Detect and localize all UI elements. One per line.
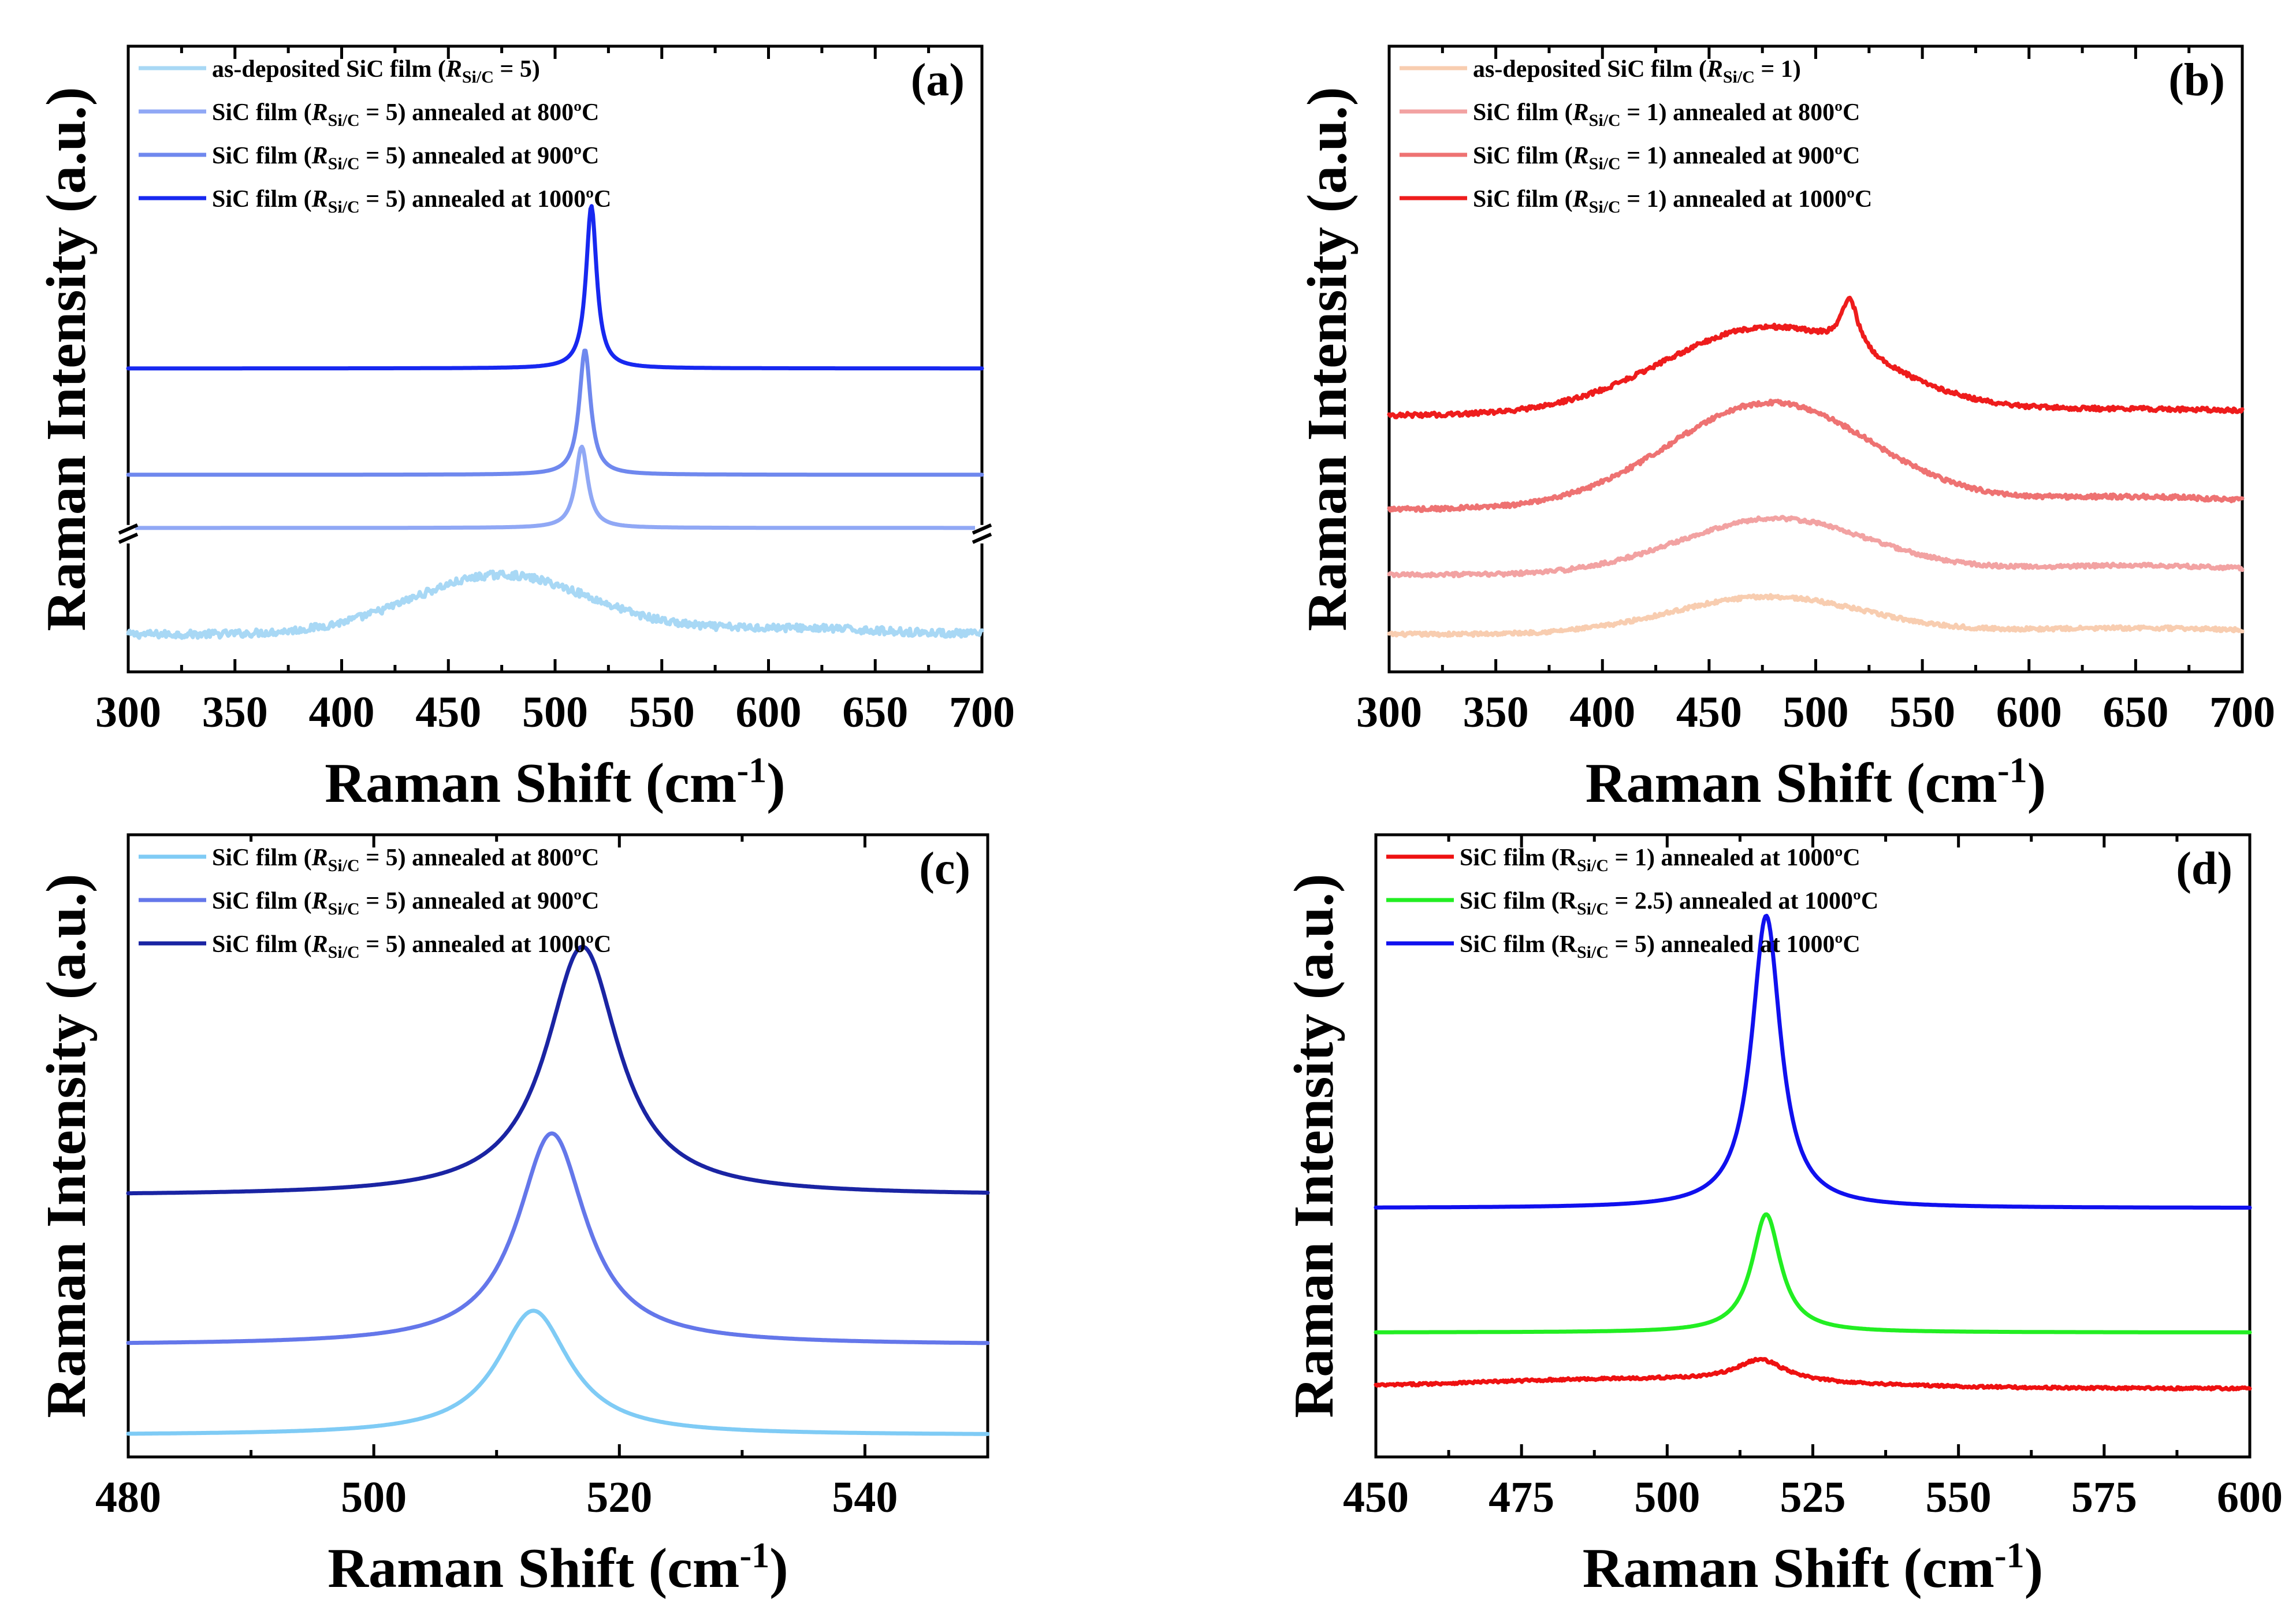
series-line-1	[126, 569, 984, 640]
x-tick-label: 480	[95, 1473, 161, 1522]
panel-c: 480 500 520 540 Raman Shift (cm-1) Raman Inte…	[35, 833, 990, 1600]
x-tick-label: 600	[736, 688, 802, 737]
x-tick-label: 600	[2217, 1473, 2283, 1522]
x-tick-label: 350	[202, 688, 268, 737]
legend-entry: as-deposited SiC film (RSi/C = 1)	[1473, 56, 1801, 87]
panel-label: (b)	[2168, 55, 2225, 106]
x-tick-label: 350	[1463, 688, 1529, 737]
legend-entry: SiC film (RSi/C = 5) annealed at 1000ºC	[212, 931, 611, 962]
legend-entry: SiC film (RSi/C = 1) annealed at 1000ºC	[1460, 845, 1860, 875]
series-line-1	[126, 1308, 990, 1436]
plot-frame	[1374, 833, 2252, 1459]
series-line-2	[1374, 1212, 2252, 1334]
x-tick-label: 500	[341, 1473, 407, 1522]
plot-frame	[1387, 44, 2244, 674]
x-tick-label: 500	[522, 688, 588, 737]
legend: as-deposited SiC film (RSi/C = 5) SiC fil…	[139, 56, 611, 217]
series-line-1	[1374, 1356, 2252, 1392]
y-axis-title: Raman Intensity (a.u.)	[35, 87, 98, 631]
x-tick-label: 540	[832, 1473, 898, 1522]
x-axis-title: Raman Shift (cm-1)	[1583, 1536, 2043, 1600]
series-line-2	[126, 444, 984, 530]
plot-frame	[126, 833, 989, 1459]
series-line-4	[126, 204, 984, 371]
series-line-3	[126, 945, 990, 1196]
x-tick-label: 700	[2209, 688, 2275, 737]
series-line-4	[1387, 295, 2245, 419]
x-tick-label: 550	[629, 688, 695, 737]
legend-entry: SiC film (RSi/C = 2.5) annealed at 1000º…	[1460, 888, 1878, 919]
y-axis-title: Raman Intensity (a.u.)	[1296, 87, 1359, 631]
legend-entry: SiC film (RSi/C = 5) annealed at 1000ºC	[212, 186, 611, 217]
legend-entry: SiC film (RSi/C = 5) annealed at 900ºC	[212, 143, 599, 173]
x-tick-label: 400	[309, 688, 375, 737]
axis-break-mark	[118, 523, 139, 535]
x-tick-label: 525	[1780, 1473, 1846, 1522]
legend-entry: as-deposited SiC film (RSi/C = 5)	[212, 56, 540, 87]
series-line-3	[1387, 399, 2245, 513]
axis-break-mark	[118, 532, 139, 544]
panel-label: (c)	[919, 843, 970, 894]
legend: as-deposited SiC film (RSi/C = 1) SiC fil…	[1400, 56, 1872, 217]
x-tick-label: 300	[95, 688, 161, 737]
x-axis-title: Raman Shift (cm-1)	[325, 751, 785, 815]
x-tick-label: 520	[586, 1473, 652, 1522]
legend-entry: SiC film (RSi/C = 5) annealed at 800ºC	[212, 99, 599, 130]
panel-a: 300 350 400 450 500 550 600 650 700 Raman Shift (…	[35, 44, 1015, 815]
x-tick-label: 550	[1889, 688, 1955, 737]
axis-break-mark	[972, 532, 992, 544]
x-tick-label: 600	[1996, 688, 2062, 737]
panel-label: (a)	[911, 55, 965, 106]
x-tick-label: 450	[415, 688, 481, 737]
series-line-2	[1387, 515, 2245, 579]
x-tick-label: 550	[1926, 1473, 1992, 1522]
x-tick-label: 450	[1343, 1473, 1409, 1522]
legend: SiC film (RSi/C = 1) annealed at 1000ºC S…	[1386, 845, 1878, 962]
panel-b: 300 350 400 450 500 550 600 650 700 Raman Shift (…	[1296, 44, 2275, 815]
y-axis-title: Raman Intensity (a.u.)	[1283, 874, 1345, 1418]
legend-entry: SiC film (RSi/C = 1) annealed at 800ºC	[1473, 99, 1860, 130]
panel-label: (d)	[2176, 843, 2232, 894]
x-tick-label: 500	[1783, 688, 1849, 737]
x-tick-label: 650	[2103, 688, 2168, 737]
x-tick-label: 500	[1634, 1473, 1700, 1522]
x-tick-label: 700	[949, 688, 1015, 737]
plot-frame	[126, 44, 984, 674]
legend-entry: SiC film (RSi/C = 1) annealed at 900ºC	[1473, 143, 1860, 173]
legend-entry: SiC film (RSi/C = 5) annealed at 900ºC	[212, 888, 599, 919]
series-line-3	[126, 348, 984, 477]
series-line-1	[1387, 593, 2245, 638]
legend-entry: SiC film (RSi/C = 1) annealed at 1000ºC	[1473, 186, 1872, 217]
panel-d: 450 475 500 525 550 575 600 Raman Shift (cm-1) R…	[1283, 833, 2283, 1600]
series-line-3	[1374, 913, 2252, 1210]
x-tick-label: 400	[1569, 688, 1635, 737]
legend-entry: SiC film (RSi/C = 5) annealed at 800ºC	[212, 845, 599, 875]
x-tick-label: 650	[842, 688, 908, 737]
x-tick-label: 300	[1356, 688, 1422, 737]
axis-break-mark	[972, 523, 992, 535]
x-tick-label: 575	[2071, 1473, 2137, 1522]
legend: SiC film (RSi/C = 5) annealed at 800ºC Si…	[139, 845, 611, 962]
legend-entry: SiC film (RSi/C = 5) annealed at 1000ºC	[1460, 931, 1860, 962]
x-tick-label: 475	[1489, 1473, 1554, 1522]
y-axis-title: Raman Intensity (a.u.)	[35, 874, 98, 1418]
x-axis-title: Raman Shift (cm-1)	[328, 1536, 788, 1600]
series-line-2	[126, 1131, 990, 1345]
x-axis-title: Raman Shift (cm-1)	[1586, 751, 2046, 815]
x-tick-label: 450	[1676, 688, 1742, 737]
